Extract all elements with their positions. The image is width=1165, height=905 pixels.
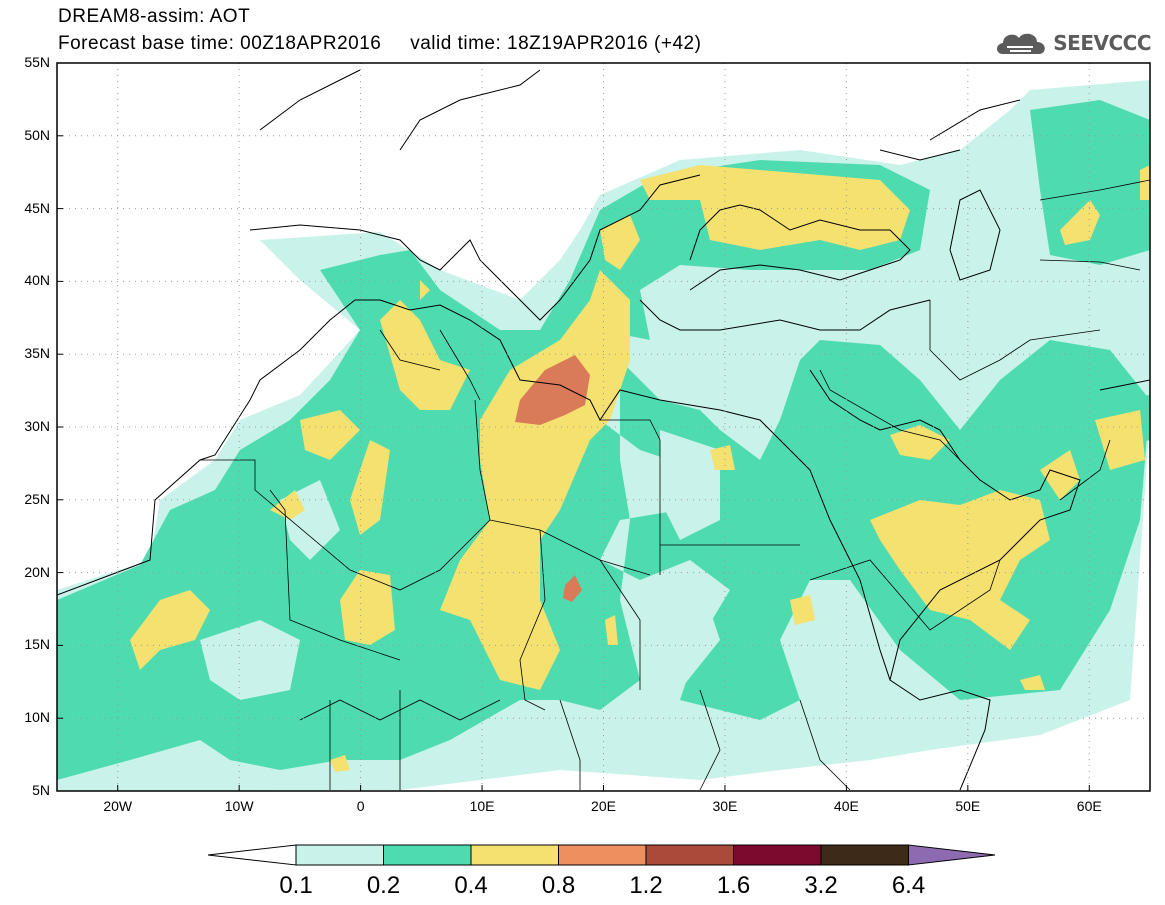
x-tick-label: 10W xyxy=(224,798,254,814)
x-tick-label: 0 xyxy=(356,798,365,814)
cloud-icon xyxy=(997,33,1046,54)
x-tick-label: 20W xyxy=(103,798,133,814)
colorbar-label: 0.8 xyxy=(541,872,576,899)
colorbar-label: 0.4 xyxy=(454,872,488,899)
colorbar-swatch xyxy=(733,844,822,866)
x-tick-label: 30E xyxy=(712,798,738,814)
colorbar-swatch xyxy=(645,844,734,866)
colorbar xyxy=(207,844,996,866)
x-tick-label: 60E xyxy=(1076,798,1102,814)
x-tick-label: 40E xyxy=(833,798,859,814)
colorbar-label: 1.6 xyxy=(716,872,751,899)
colorbar-label: 0.2 xyxy=(366,872,401,899)
seevccc-logo: SEEVCCC xyxy=(993,28,1151,58)
y-tick-label: 5N xyxy=(32,782,50,798)
colorbar-label: 1.2 xyxy=(629,872,663,899)
x-tick-label: 10E xyxy=(469,798,495,814)
country-borders xyxy=(200,179,1150,791)
colorbar-under-arrow xyxy=(207,844,297,866)
y-tick-label: 35N xyxy=(24,345,50,362)
title-line-1: DREAM8-assim: AOT xyxy=(58,6,251,27)
y-tick-label: 45N xyxy=(24,199,50,216)
aot-level-0.8 xyxy=(515,355,590,602)
colorbar-label: 6.4 xyxy=(891,872,926,899)
y-tick-label: 55N xyxy=(24,54,50,70)
y-tick-label: 40N xyxy=(24,272,50,289)
x-tick-label: 50E xyxy=(955,798,981,814)
colorbar-swatch xyxy=(470,844,559,866)
title-line-2: Forecast base time: 00Z18APR2016 valid t… xyxy=(58,33,702,54)
y-tick-label: 15N xyxy=(24,636,50,653)
colorbar-swatch xyxy=(383,844,472,866)
colorbar-label: 3.2 xyxy=(804,872,838,899)
colorbar-swatch xyxy=(820,844,909,866)
colorbar-label: 0.1 xyxy=(279,872,313,899)
map-grid xyxy=(57,63,1150,791)
y-tick-label: 10N xyxy=(24,709,50,726)
y-tick-label: 25N xyxy=(24,490,50,507)
colorbar-swatch xyxy=(558,844,647,866)
x-tick-label: 20E xyxy=(591,798,616,814)
colorbar-swatch xyxy=(295,844,384,866)
y-tick-label: 20N xyxy=(24,563,50,580)
colorbar-over-arrow xyxy=(908,844,996,866)
coastlines xyxy=(57,69,1150,791)
y-tick-label: 30N xyxy=(24,418,50,434)
y-tick-label: 50N xyxy=(24,126,50,143)
axis-ticks xyxy=(57,62,1090,792)
logo-text: SEEVCCC xyxy=(1053,31,1151,55)
